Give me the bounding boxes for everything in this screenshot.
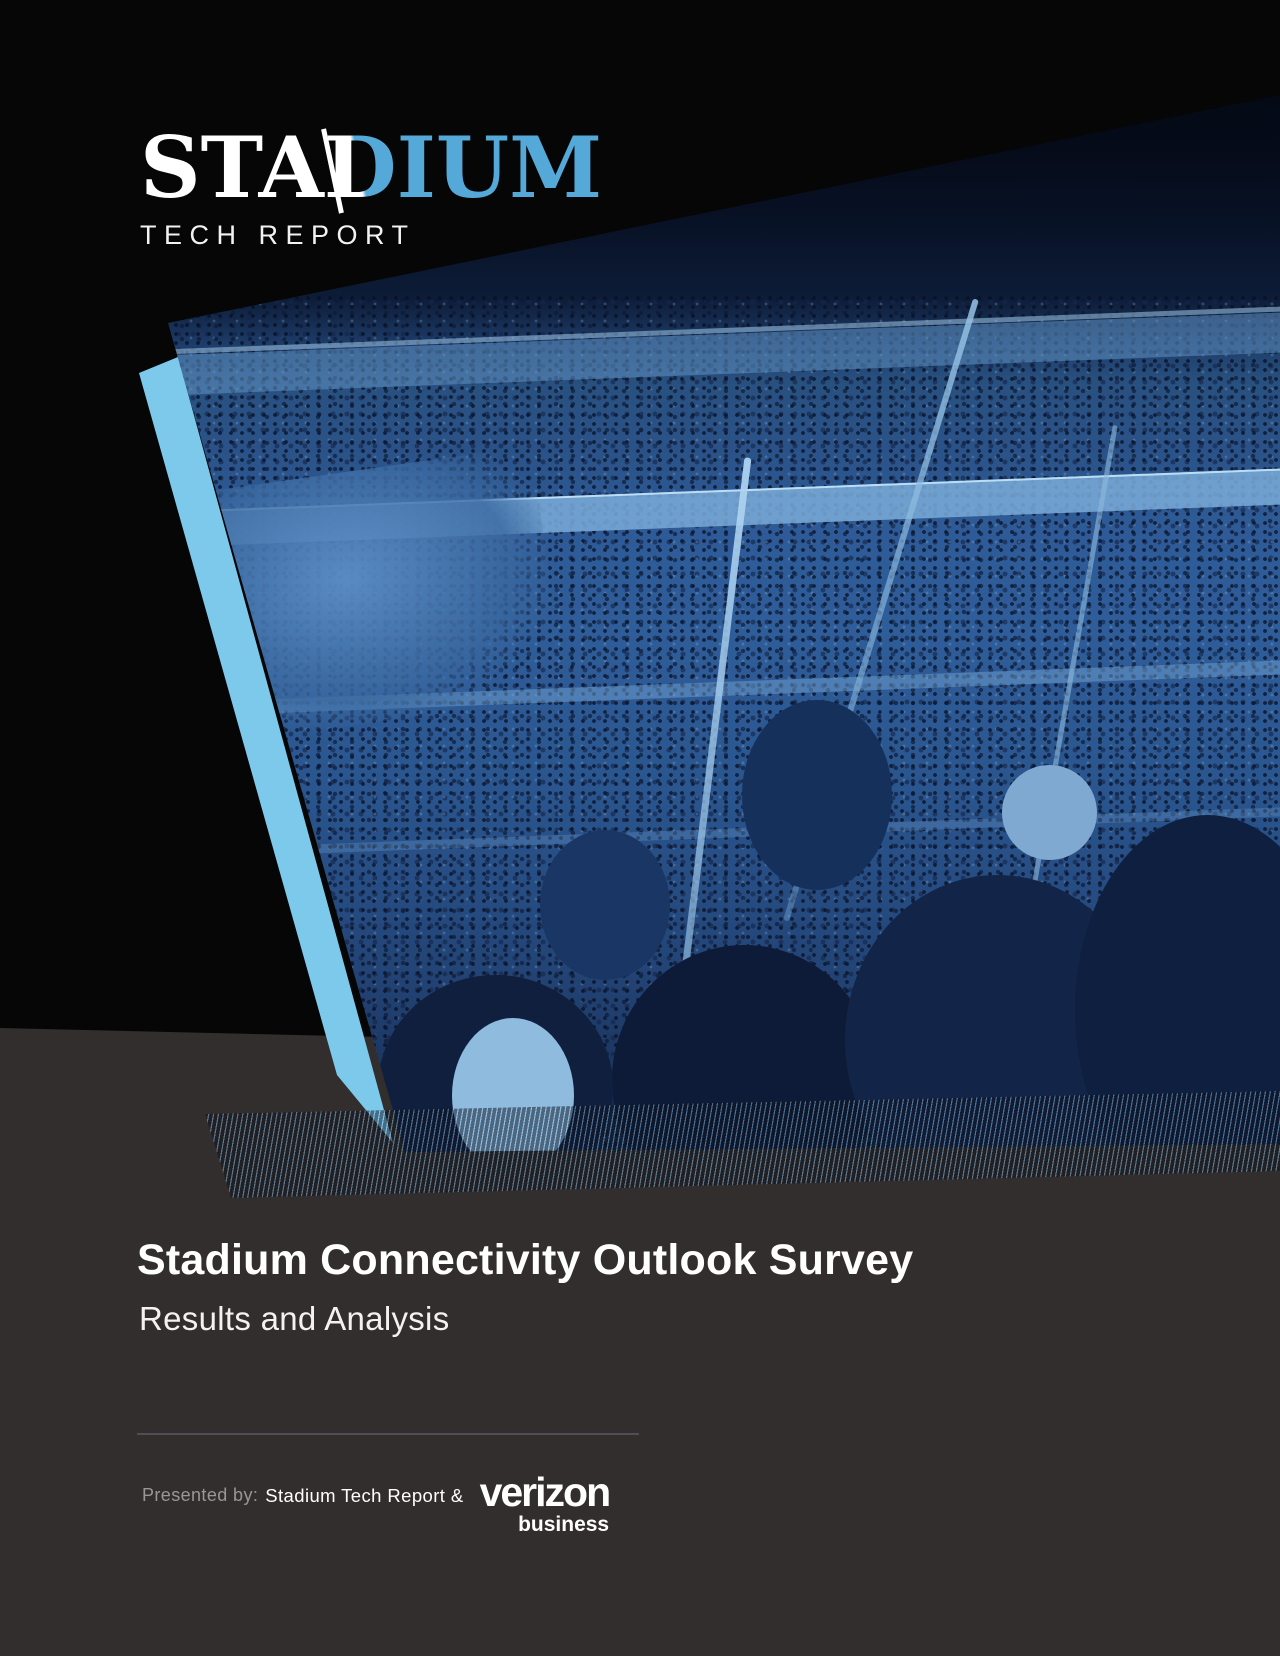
logo-wordmark: STADIUM [140, 126, 602, 214]
presented-by-label: Presented by: [142, 1485, 259, 1505]
verizon-business-label: business [518, 1513, 610, 1536]
crowd-figure [742, 700, 892, 890]
presented-by-row: Presented by: Stadium Tech Report & veri… [142, 1472, 611, 1536]
divider-line [137, 1433, 639, 1435]
crowd-figure-beanie [1002, 765, 1097, 860]
page-title: Stadium Connectivity Outlook Survey [137, 1236, 914, 1284]
logo-word-split-letter: D [323, 118, 397, 217]
page-subtitle: Results and Analysis [139, 1300, 450, 1337]
verizon-wordmark: verizon [479, 1469, 612, 1515]
logo-word-blue: IUM [396, 118, 603, 217]
crowd-figure [540, 830, 670, 980]
verizon-business-logo: verizon business [479, 1469, 612, 1536]
partner-name: Stadium Tech Report & [265, 1485, 464, 1506]
logo-word-white: STA [140, 118, 324, 217]
logo-tagline: TECH REPORT [140, 220, 416, 250]
stadium-tech-report-logo: STADIUM TECH REPORT [140, 126, 602, 251]
